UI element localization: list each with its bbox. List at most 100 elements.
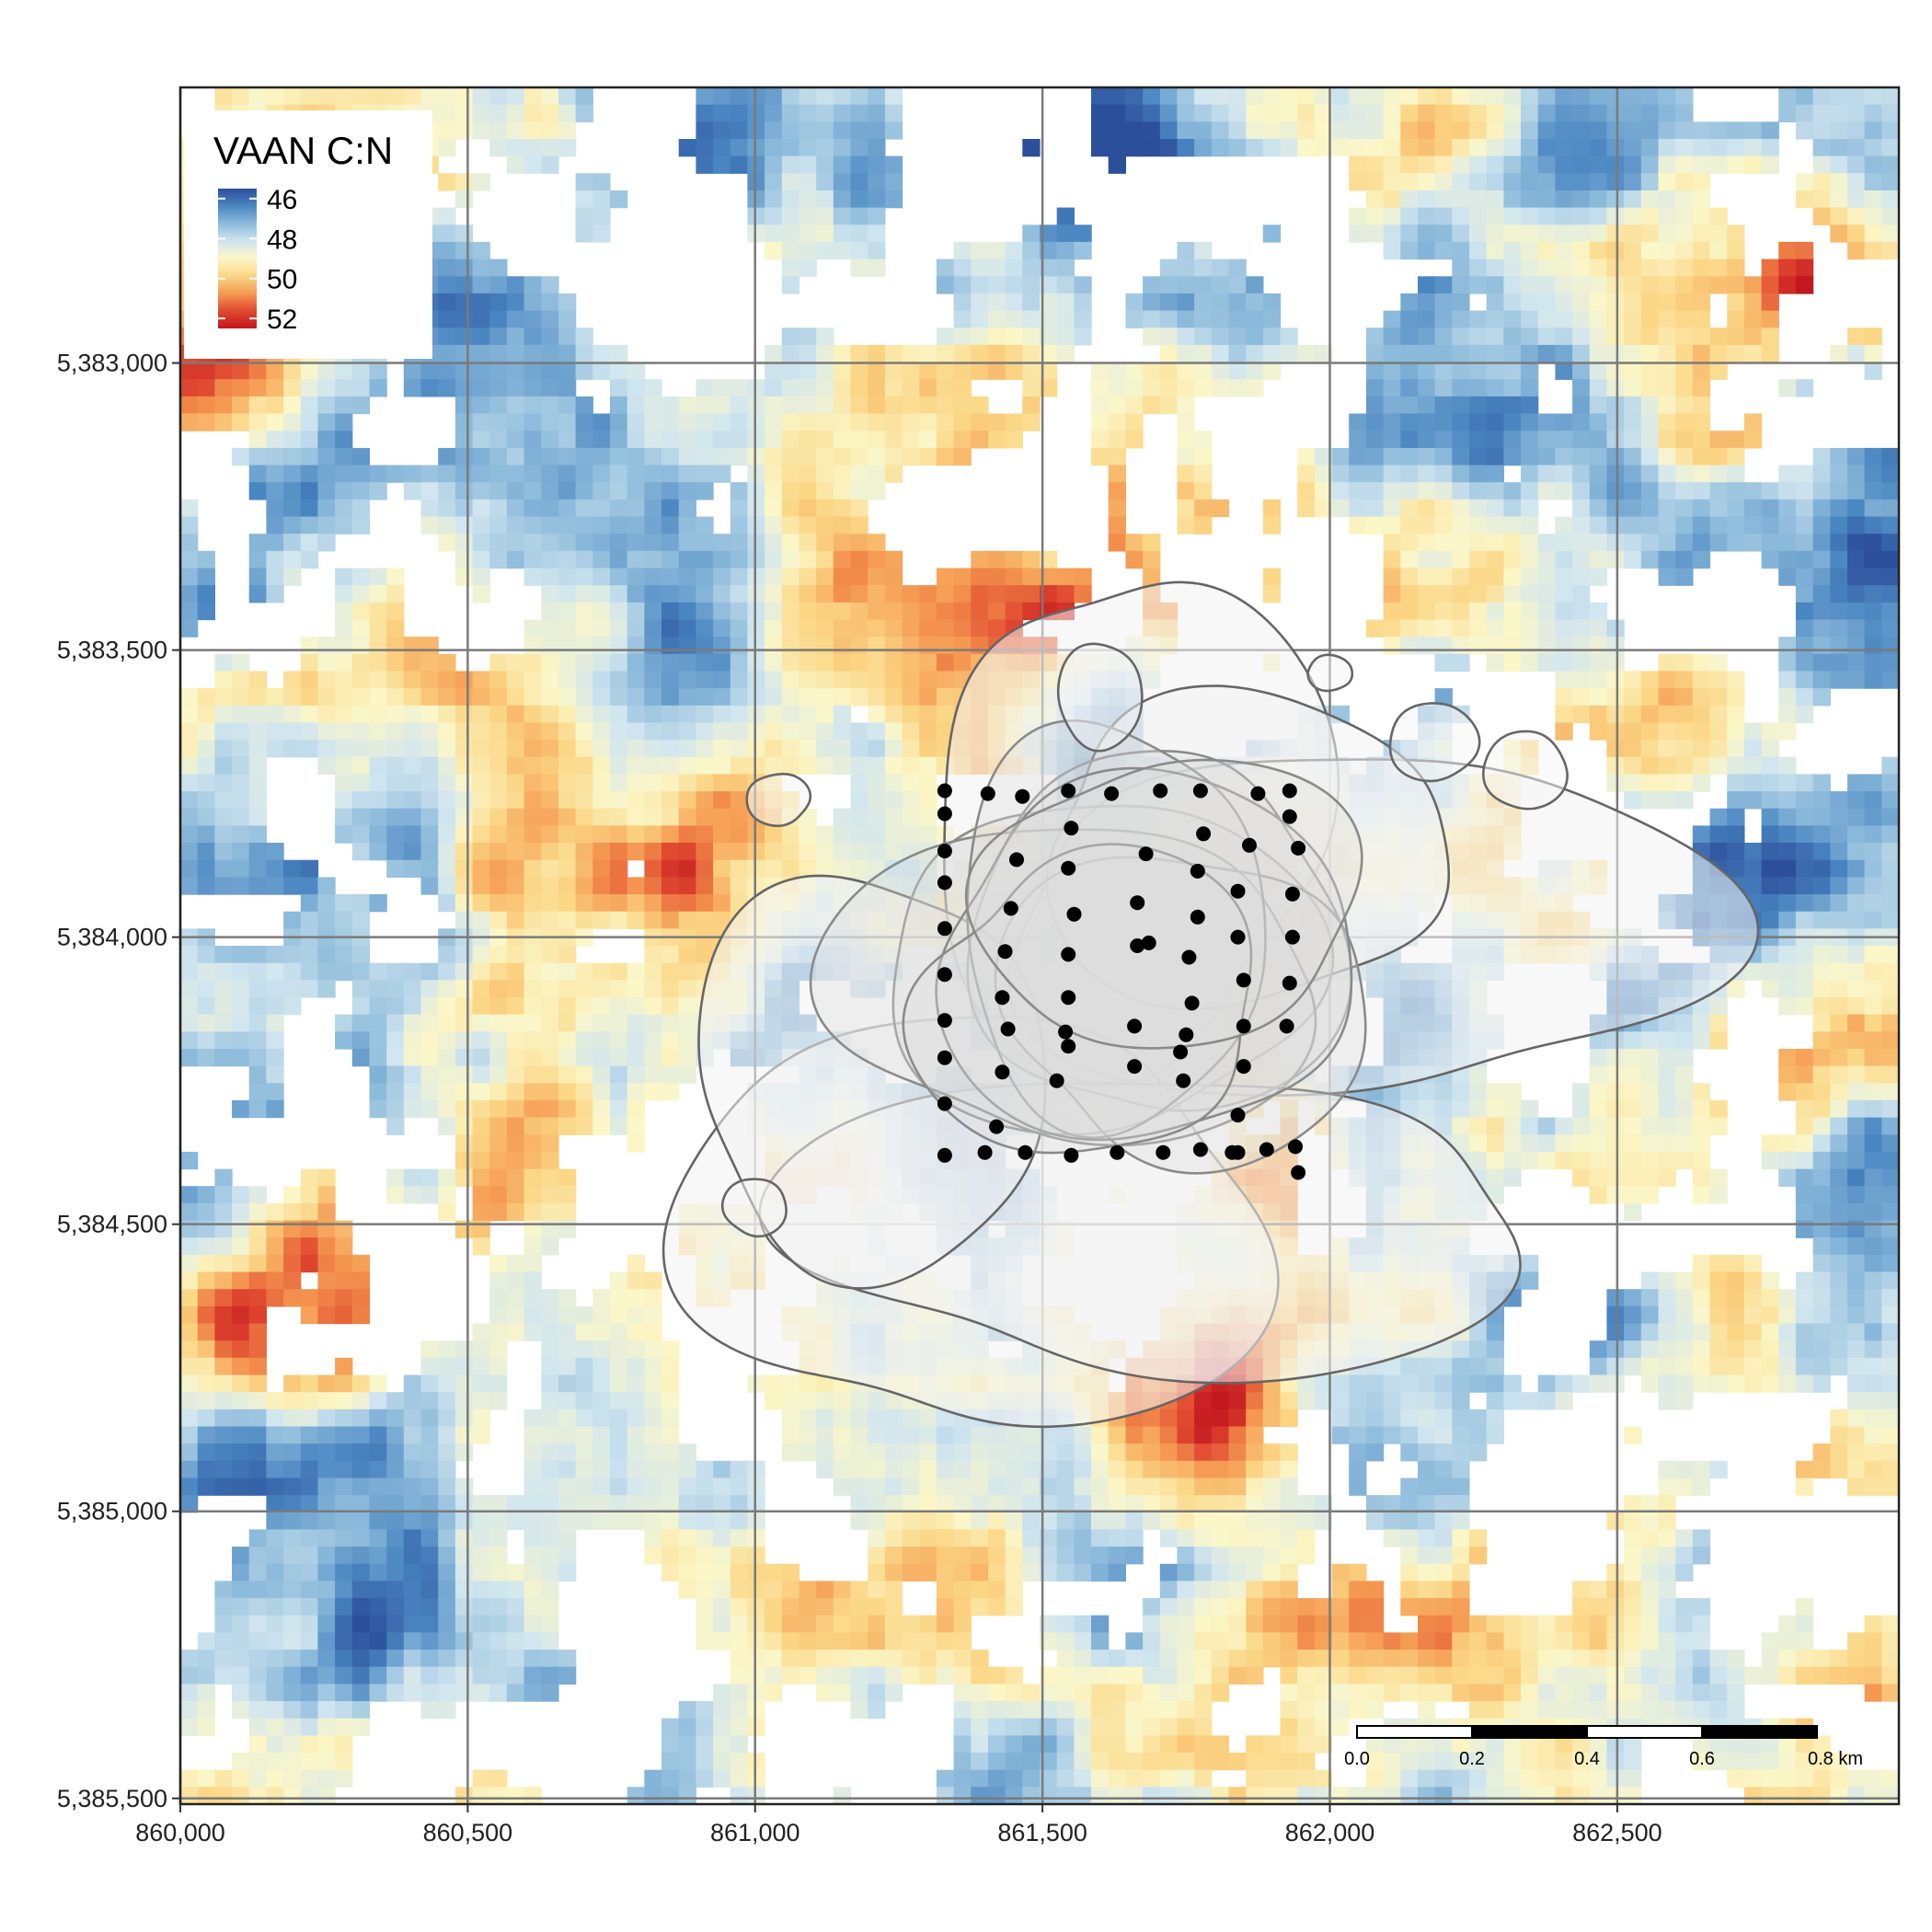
raster-cell: [1640, 1031, 1660, 1050]
raster-cell: [1812, 1186, 1831, 1204]
raster-cell: [1418, 207, 1436, 225]
raster-cell: [232, 791, 250, 810]
raster-cell: [1830, 1065, 1848, 1084]
raster-cell: [884, 653, 903, 673]
raster-cell: [1761, 550, 1779, 569]
raster-cell: [386, 774, 405, 792]
raster-cell: [1331, 121, 1350, 140]
raster-cell: [1847, 121, 1866, 140]
raster-cell: [644, 413, 662, 431]
raster-cell: [902, 859, 920, 878]
raster-cell: [1847, 911, 1866, 929]
raster-cell: [988, 568, 1006, 586]
raster-cell: [1074, 224, 1092, 243]
raster-cell: [1383, 173, 1401, 191]
raster-cell: [627, 1031, 645, 1050]
raster-cell: [1709, 431, 1728, 449]
raster-cell: [1589, 637, 1608, 655]
raster-cell: [592, 1014, 611, 1032]
raster-cell: [1778, 808, 1797, 826]
raster-cell: [1400, 155, 1419, 174]
raster-cell: [1692, 774, 1711, 792]
raster-cell: [1589, 396, 1608, 415]
raster-cell: [1864, 1134, 1882, 1153]
raster-cell: [335, 568, 353, 586]
raster-cell: [1108, 413, 1126, 431]
raster-cell: [386, 585, 405, 604]
raster-cell: [1452, 585, 1470, 604]
raster-cell: [1675, 550, 1694, 569]
raster-cell: [610, 843, 628, 861]
raster-cell: [1606, 87, 1625, 106]
raster-cell: [317, 499, 336, 518]
raster-cell: [816, 155, 834, 174]
raster-cell: [765, 568, 783, 586]
raster-cell: [1400, 224, 1419, 243]
raster-cell: [627, 1289, 645, 1307]
raster-cell: [644, 379, 662, 397]
raster-cell: [1606, 431, 1625, 449]
raster-cell: [971, 550, 989, 569]
raster-cell: [1503, 328, 1522, 346]
raster-cell: [300, 1289, 319, 1307]
raster-cell: [351, 602, 371, 621]
raster-cell: [1452, 104, 1470, 122]
raster-cell: [180, 722, 199, 741]
raster-cell: [1418, 362, 1436, 380]
raster-cell: [592, 568, 611, 586]
raster-cell: [1830, 843, 1848, 861]
raster-cell: [369, 1049, 387, 1067]
raster-cell: [661, 894, 680, 913]
raster-cell: [868, 774, 886, 792]
raster-cell: [610, 482, 628, 500]
raster-cell: [335, 756, 353, 775]
raster-cell: [592, 1083, 611, 1101]
raster-cell: [1159, 362, 1179, 380]
raster-cell: [850, 602, 868, 621]
raster-cell: [1159, 396, 1179, 415]
raster-cell: [386, 1065, 405, 1084]
raster-cell: [1795, 894, 1814, 913]
raster-cell: [232, 671, 250, 689]
raster-cell: [541, 877, 559, 895]
raster-cell: [1624, 465, 1642, 483]
raster-cell: [248, 1289, 267, 1307]
raster-cell: [248, 791, 267, 810]
raster-cell: [1589, 87, 1608, 106]
raster-cell: [1881, 1186, 1900, 1204]
raster-cell: [420, 637, 439, 655]
raster-cell: [833, 413, 852, 431]
raster-cell: [1589, 1049, 1608, 1067]
raster-cell: [369, 1031, 387, 1050]
raster-cell: [1503, 224, 1522, 243]
raster-cell: [696, 671, 714, 689]
raster-cell: [1692, 276, 1711, 294]
raster-cell: [558, 465, 577, 483]
raster-cell: [558, 344, 577, 363]
raster-cell: [1847, 87, 1866, 106]
raster-cell: [850, 671, 868, 689]
raster-cell: [420, 722, 439, 741]
raster-cell: [214, 946, 233, 964]
raster-cell: [1727, 344, 1745, 363]
raster-cell: [1365, 190, 1385, 209]
raster-cell: [816, 568, 834, 586]
raster-cell: [438, 241, 456, 260]
raster-cell: [644, 859, 662, 878]
raster-cell: [1606, 653, 1625, 673]
raster-cell: [661, 585, 680, 604]
raster-cell: [1692, 293, 1711, 312]
raster-cell: [1881, 843, 1900, 861]
raster-cell: [713, 843, 731, 861]
raster-cell: [1658, 568, 1676, 586]
raster-cell: [317, 1237, 336, 1256]
raster-cell: [1675, 791, 1694, 810]
raster-cell: [1624, 207, 1642, 225]
raster-cell: [1778, 980, 1797, 998]
raster-cell: [489, 705, 508, 724]
raster-cell: [558, 585, 577, 604]
raster-cell: [1383, 619, 1401, 638]
raster-cell: [523, 1305, 542, 1325]
raster-cell: [850, 808, 868, 826]
raster-cell: [1847, 550, 1866, 569]
